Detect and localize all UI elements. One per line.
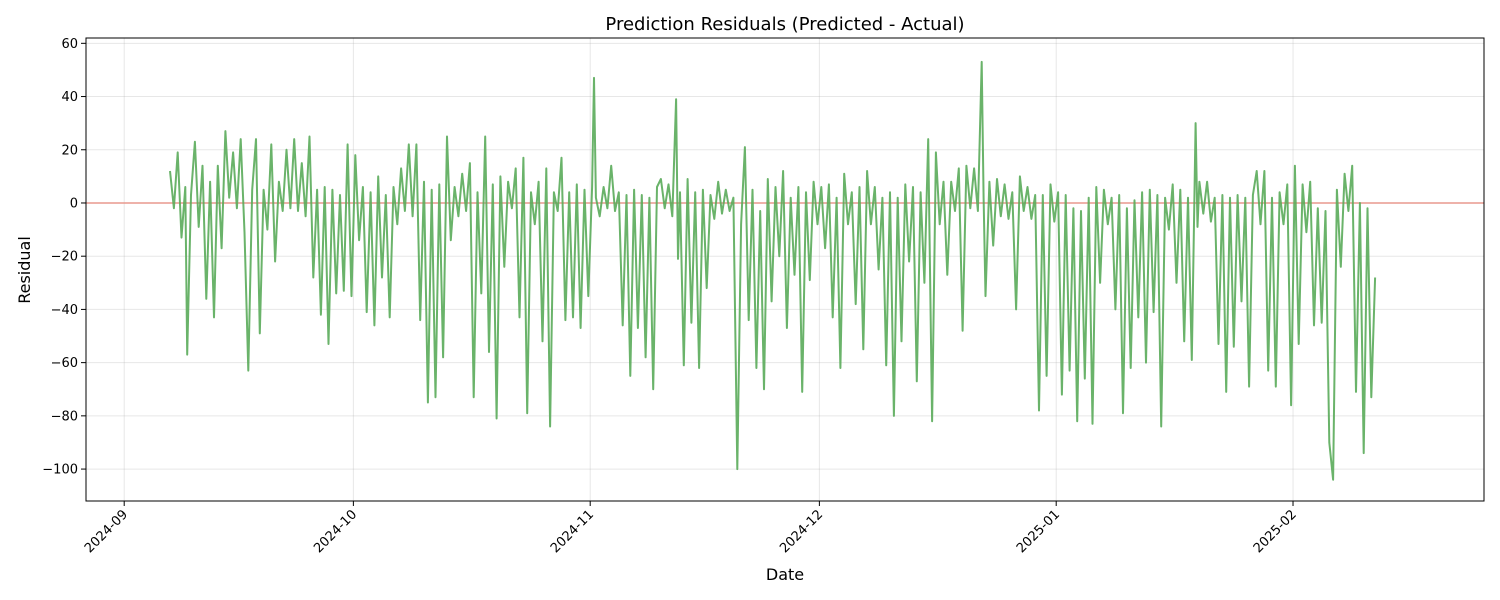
x-axis-label: Date [766,565,804,584]
y-axis-label: Residual [15,236,34,304]
chart-title: Prediction Residuals (Predicted - Actual… [605,14,964,35]
y-tick-label: −20 [51,250,78,265]
y-tick-label: 20 [61,143,78,158]
x-tick-label: 2024-09 [82,507,131,556]
plot-frame [85,37,1485,502]
y-tick-label: −80 [51,409,78,424]
x-tick-label: 2025-02 [1251,507,1300,556]
x-tick-label: 2024-11 [548,507,597,556]
y-tick-label: −60 [51,356,78,371]
x-tick-label: 2024-12 [777,507,826,556]
residual-series-line [169,60,1377,481]
y-tick-label: 60 [61,37,78,52]
x-tick-label: 2024-10 [311,507,360,556]
x-tick-label: 2025-01 [1014,507,1063,556]
y-tick-label: 0 [70,196,78,211]
x-axis: 2024-09 2024-10 2024-11 2024-12 2025-01 2025-… [82,501,1300,556]
y-tick-label: −40 [51,303,78,318]
y-tick-label: −100 [42,463,78,478]
y-tick-label: 40 [61,90,78,105]
y-axis: 60 40 20 0 −20 −40 −60 −80 −100 [42,37,86,478]
